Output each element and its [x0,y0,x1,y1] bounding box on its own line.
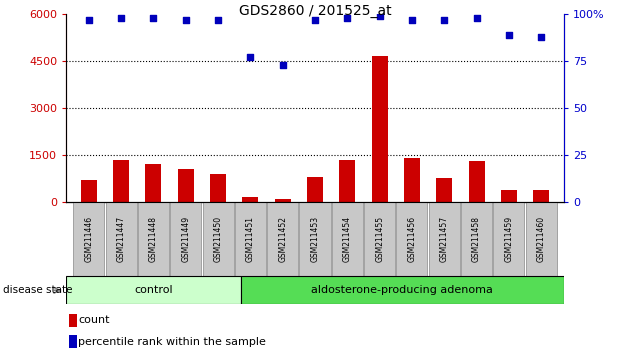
Text: control: control [134,285,173,295]
Point [116,15,126,21]
Bar [372,56,387,202]
Text: GSM211454: GSM211454 [343,216,352,262]
Text: GSM211447: GSM211447 [117,216,125,262]
Point [536,34,546,40]
Bar [469,161,484,202]
FancyBboxPatch shape [364,202,395,276]
FancyBboxPatch shape [299,202,331,276]
Text: GSM211457: GSM211457 [440,216,449,262]
Point [439,17,449,23]
Text: GSM211446: GSM211446 [84,216,93,262]
Point [504,32,514,38]
Point [278,62,288,68]
Point [407,17,417,23]
FancyBboxPatch shape [202,202,234,276]
FancyBboxPatch shape [73,202,105,276]
Point [245,55,255,60]
FancyBboxPatch shape [66,276,241,304]
Text: GSM211451: GSM211451 [246,216,255,262]
FancyBboxPatch shape [241,276,564,304]
FancyBboxPatch shape [267,202,298,276]
Bar [69,314,77,327]
Point [181,17,191,23]
Bar [339,160,355,202]
Bar [307,177,323,202]
Bar [81,180,97,202]
Text: GSM211459: GSM211459 [505,216,513,262]
Text: GSM211458: GSM211458 [472,216,481,262]
Text: GSM211450: GSM211450 [214,216,222,262]
FancyBboxPatch shape [396,202,428,276]
Text: percentile rank within the sample: percentile rank within the sample [78,337,266,347]
Point [84,17,94,23]
FancyBboxPatch shape [429,202,460,276]
Bar [501,190,517,202]
FancyBboxPatch shape [235,202,266,276]
Text: disease state: disease state [3,285,72,295]
Bar [146,164,161,202]
Text: count: count [78,315,110,325]
Text: GDS2860 / 201525_at: GDS2860 / 201525_at [239,4,391,18]
FancyBboxPatch shape [332,202,363,276]
FancyBboxPatch shape [493,202,524,276]
FancyBboxPatch shape [525,202,557,276]
Bar [69,335,77,348]
FancyBboxPatch shape [106,202,137,276]
Text: GSM211460: GSM211460 [537,216,546,262]
Text: GSM211455: GSM211455 [375,216,384,262]
Bar [533,190,549,202]
Text: GSM211448: GSM211448 [149,216,158,262]
Bar [275,199,291,202]
Bar [243,197,258,202]
Point [471,15,481,21]
Point [342,15,352,21]
Text: GSM211456: GSM211456 [408,216,416,262]
Point [310,17,320,23]
Point [149,15,159,21]
Text: GSM211449: GSM211449 [181,216,190,262]
Bar [210,174,226,202]
Point [375,13,385,19]
Text: aldosterone-producing adenoma: aldosterone-producing adenoma [311,285,493,295]
Point [213,17,223,23]
FancyBboxPatch shape [170,202,201,276]
Bar [404,158,420,202]
Bar [178,169,194,202]
Bar [436,178,452,202]
FancyBboxPatch shape [138,202,169,276]
Text: GSM211453: GSM211453 [311,216,319,262]
FancyBboxPatch shape [461,202,492,276]
Bar [113,160,129,202]
Text: GSM211452: GSM211452 [278,216,287,262]
